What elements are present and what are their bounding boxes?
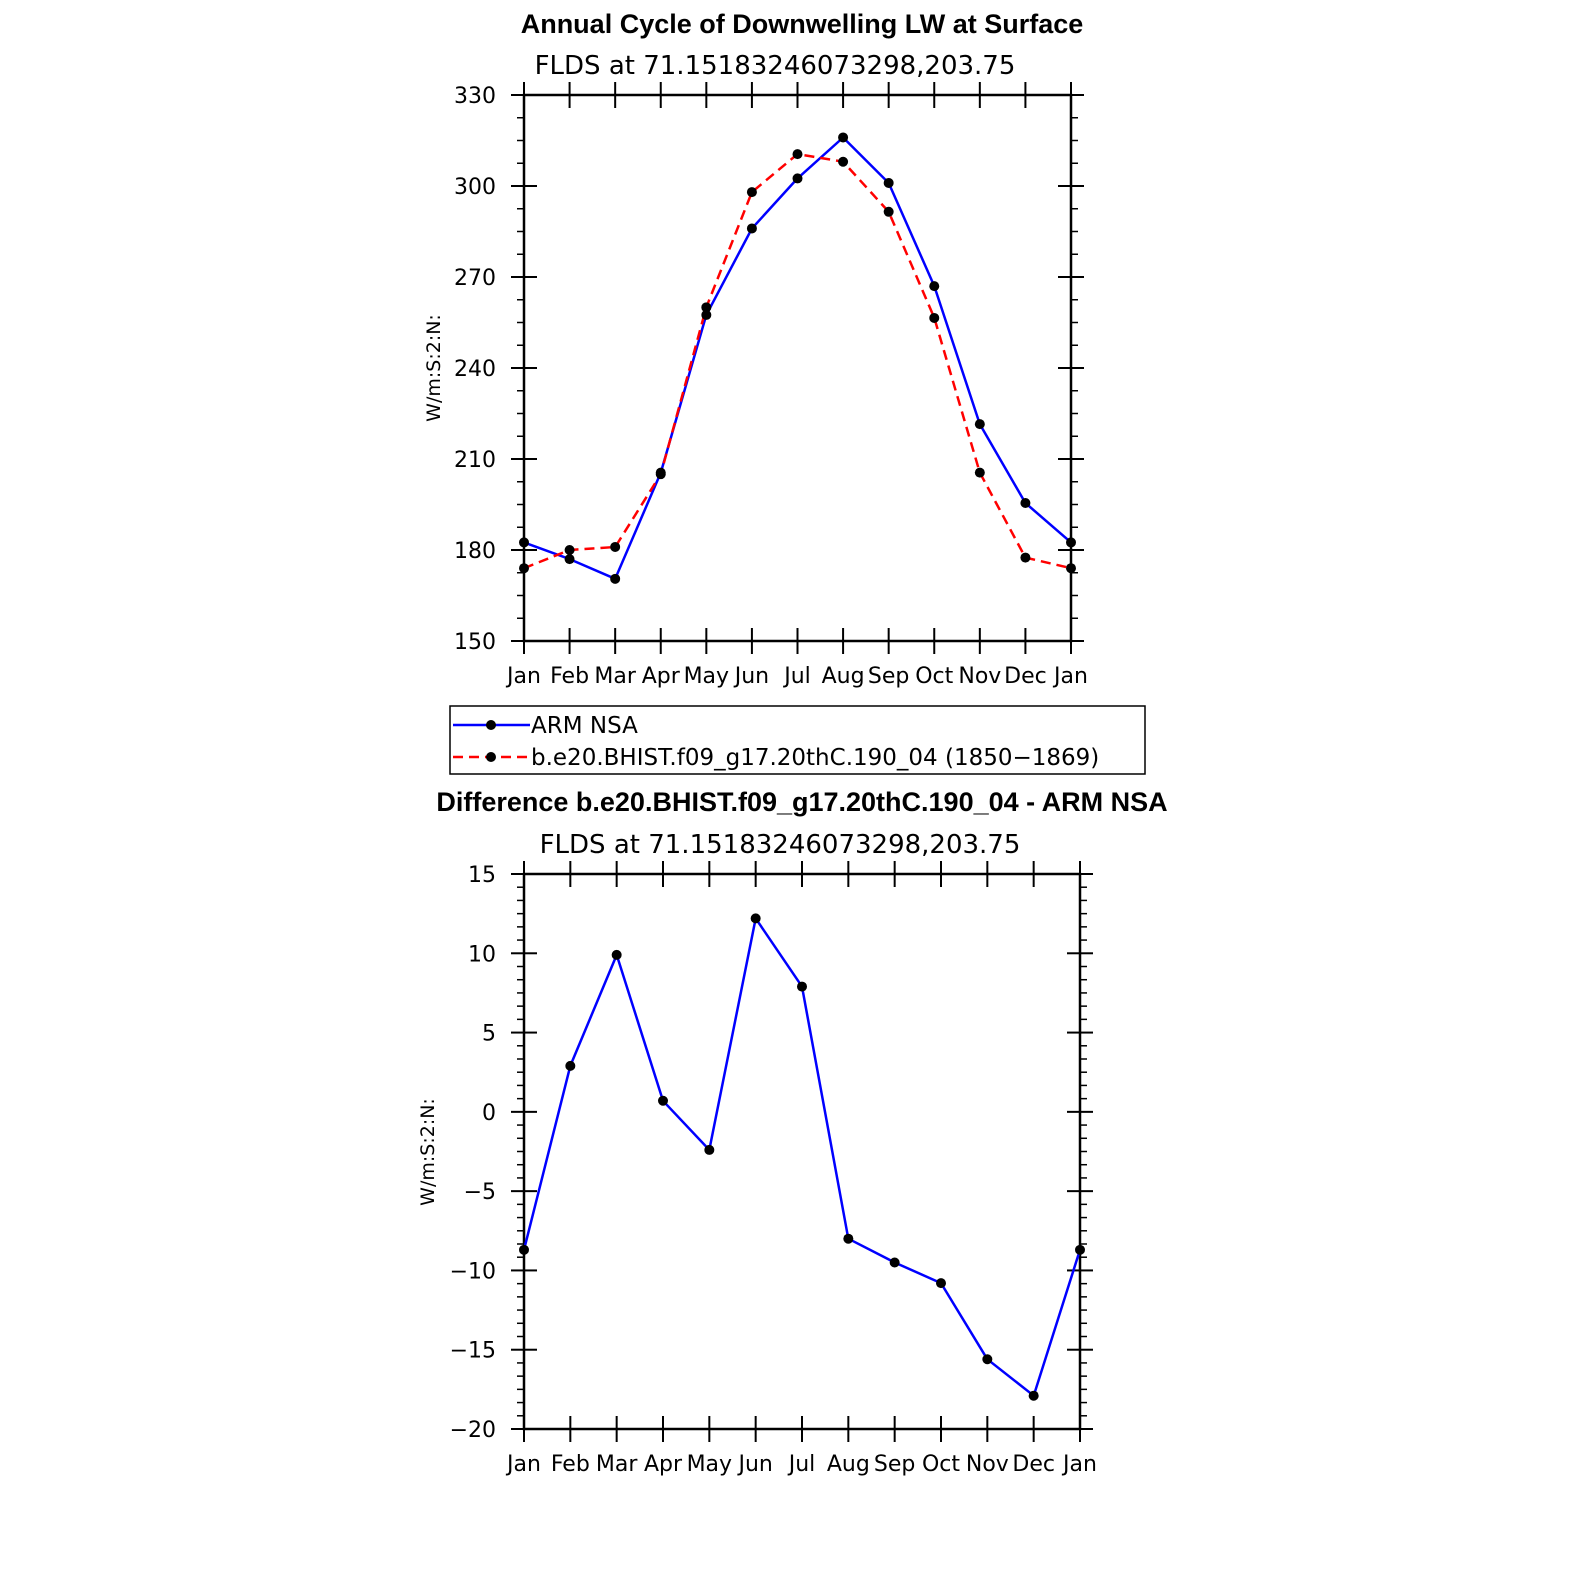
data-point	[1020, 497, 1031, 508]
y-tick-label: 15	[468, 863, 496, 888]
data-point	[564, 545, 575, 555]
data-point	[519, 1244, 529, 1255]
data-point	[565, 1060, 576, 1071]
x-tick-label: Jan	[1061, 1452, 1097, 1477]
data-point	[746, 223, 757, 234]
data-point	[519, 563, 529, 574]
x-tick-label: May	[687, 1452, 732, 1477]
y-tick-label: 10	[468, 942, 496, 967]
data-point	[701, 302, 712, 313]
y-tick-label: 270	[454, 266, 496, 291]
chart-subtitle: FLDS at 71.15183246073298,203.75	[540, 830, 1021, 860]
x-tick-label: Mar	[594, 664, 636, 689]
y-tick-label: 180	[454, 539, 496, 564]
y-tick-label: 330	[454, 84, 496, 109]
data-point	[883, 177, 894, 188]
x-tick-label: Aug	[822, 664, 865, 689]
data-point	[929, 281, 940, 292]
data-point	[974, 467, 985, 478]
data-point	[982, 1354, 993, 1365]
y-axis-label: W/m:S:2:N:	[417, 1098, 439, 1206]
chart-subtitle: FLDS at 71.15183246073298,203.75	[535, 51, 1016, 81]
data-point	[564, 554, 575, 565]
x-tick-label: Jun	[736, 1452, 772, 1477]
data-point	[704, 1144, 715, 1155]
data-point	[843, 1233, 854, 1244]
x-tick-label: Mar	[596, 1452, 638, 1477]
x-tick-label: Aug	[827, 1452, 870, 1477]
y-axis-label: W/m:S:2:N:	[423, 314, 445, 422]
data-point	[1075, 1244, 1085, 1255]
data-point	[610, 573, 621, 584]
annual-cycle-chart: Annual Cycle of Downwelling LW at Surfac…	[423, 9, 1146, 775]
y-tick-label: −10	[450, 1259, 496, 1284]
data-point	[797, 981, 807, 992]
legend-label-arm-nsa: ARM NSA	[531, 713, 638, 739]
data-point	[889, 1257, 900, 1268]
y-tick-label: 300	[454, 175, 496, 200]
plot-area: −20 −15 −10 −5 0 5 10 15 Jan Feb Mar Apr May Jun Jul Au…	[450, 861, 1097, 1477]
plot-frame	[522, 872, 1082, 1431]
legend-marker-model	[486, 752, 496, 762]
legend: ARM NSA b.e20.BHIST.f09_g17.20thC.190_04…	[449, 705, 1146, 775]
x-tick-label: Jul	[782, 664, 811, 689]
data-point	[610, 541, 621, 552]
y-tick-label: −15	[450, 1339, 496, 1364]
data-point	[750, 913, 761, 924]
data-point	[1066, 563, 1076, 574]
data-point	[1066, 537, 1076, 548]
data-point	[792, 149, 803, 160]
data-point	[974, 419, 985, 430]
y-tick-label: 240	[454, 357, 496, 382]
legend-label-model: b.e20.BHIST.f09_g17.20thC.190_04 (1850−1…	[531, 745, 1099, 771]
x-tick-label: Apr	[642, 664, 681, 689]
x-tick-label: Dec	[1012, 1452, 1055, 1477]
x-tick-label: Nov	[966, 1452, 1009, 1477]
x-tick-label: Jan	[505, 664, 541, 689]
data-point	[929, 312, 940, 323]
chart-title: Difference b.e20.BHIST.f09_g17.20thC.190…	[436, 787, 1167, 817]
x-tick-label: May	[684, 664, 729, 689]
data-point	[838, 156, 849, 167]
data-point	[838, 132, 849, 143]
data-point	[658, 1095, 668, 1106]
data-point	[936, 1278, 946, 1289]
x-tick-label: Feb	[550, 664, 589, 689]
series-line	[523, 152, 1072, 570]
series-line	[523, 136, 1072, 581]
x-tick-label: Sep	[868, 664, 909, 689]
x-tick-label: Oct	[922, 1452, 960, 1477]
data-point	[1020, 552, 1031, 563]
x-tick-label: Dec	[1004, 664, 1047, 689]
y-tick-label: 0	[482, 1101, 496, 1126]
data-point	[1028, 1390, 1039, 1401]
data-point	[611, 949, 622, 960]
legend-box	[449, 705, 1146, 775]
x-tick-label: Jul	[787, 1452, 816, 1477]
y-tick-label: −5	[464, 1180, 496, 1205]
data-point	[655, 469, 666, 480]
x-tick-label: Jan	[1052, 664, 1088, 689]
data-point	[792, 173, 803, 184]
x-tick-label: Nov	[958, 664, 1001, 689]
plot-area: 150 180 210 240 270 300 330 Jan Feb Mar Apr May Jun J…	[454, 82, 1088, 689]
x-tick-label: Oct	[915, 664, 953, 689]
data-point	[519, 537, 529, 548]
x-tick-label: Jan	[505, 1452, 541, 1477]
x-tick-label: Sep	[874, 1452, 915, 1477]
chart-title: Annual Cycle of Downwelling LW at Surfac…	[521, 9, 1084, 39]
y-tick-label: 150	[454, 630, 496, 655]
y-tick-label: 5	[482, 1022, 496, 1047]
data-point	[701, 309, 712, 320]
difference-chart: Difference b.e20.BHIST.f09_g17.20thC.190…	[417, 787, 1168, 1477]
data-point	[746, 187, 757, 198]
legend-marker-arm-nsa	[486, 720, 496, 730]
data-point	[883, 206, 894, 217]
x-tick-label: Apr	[644, 1452, 683, 1477]
x-tick-label: Feb	[551, 1452, 590, 1477]
y-tick-label: 210	[454, 448, 496, 473]
x-tick-label: Jun	[733, 664, 769, 689]
y-tick-label: −20	[450, 1418, 496, 1443]
